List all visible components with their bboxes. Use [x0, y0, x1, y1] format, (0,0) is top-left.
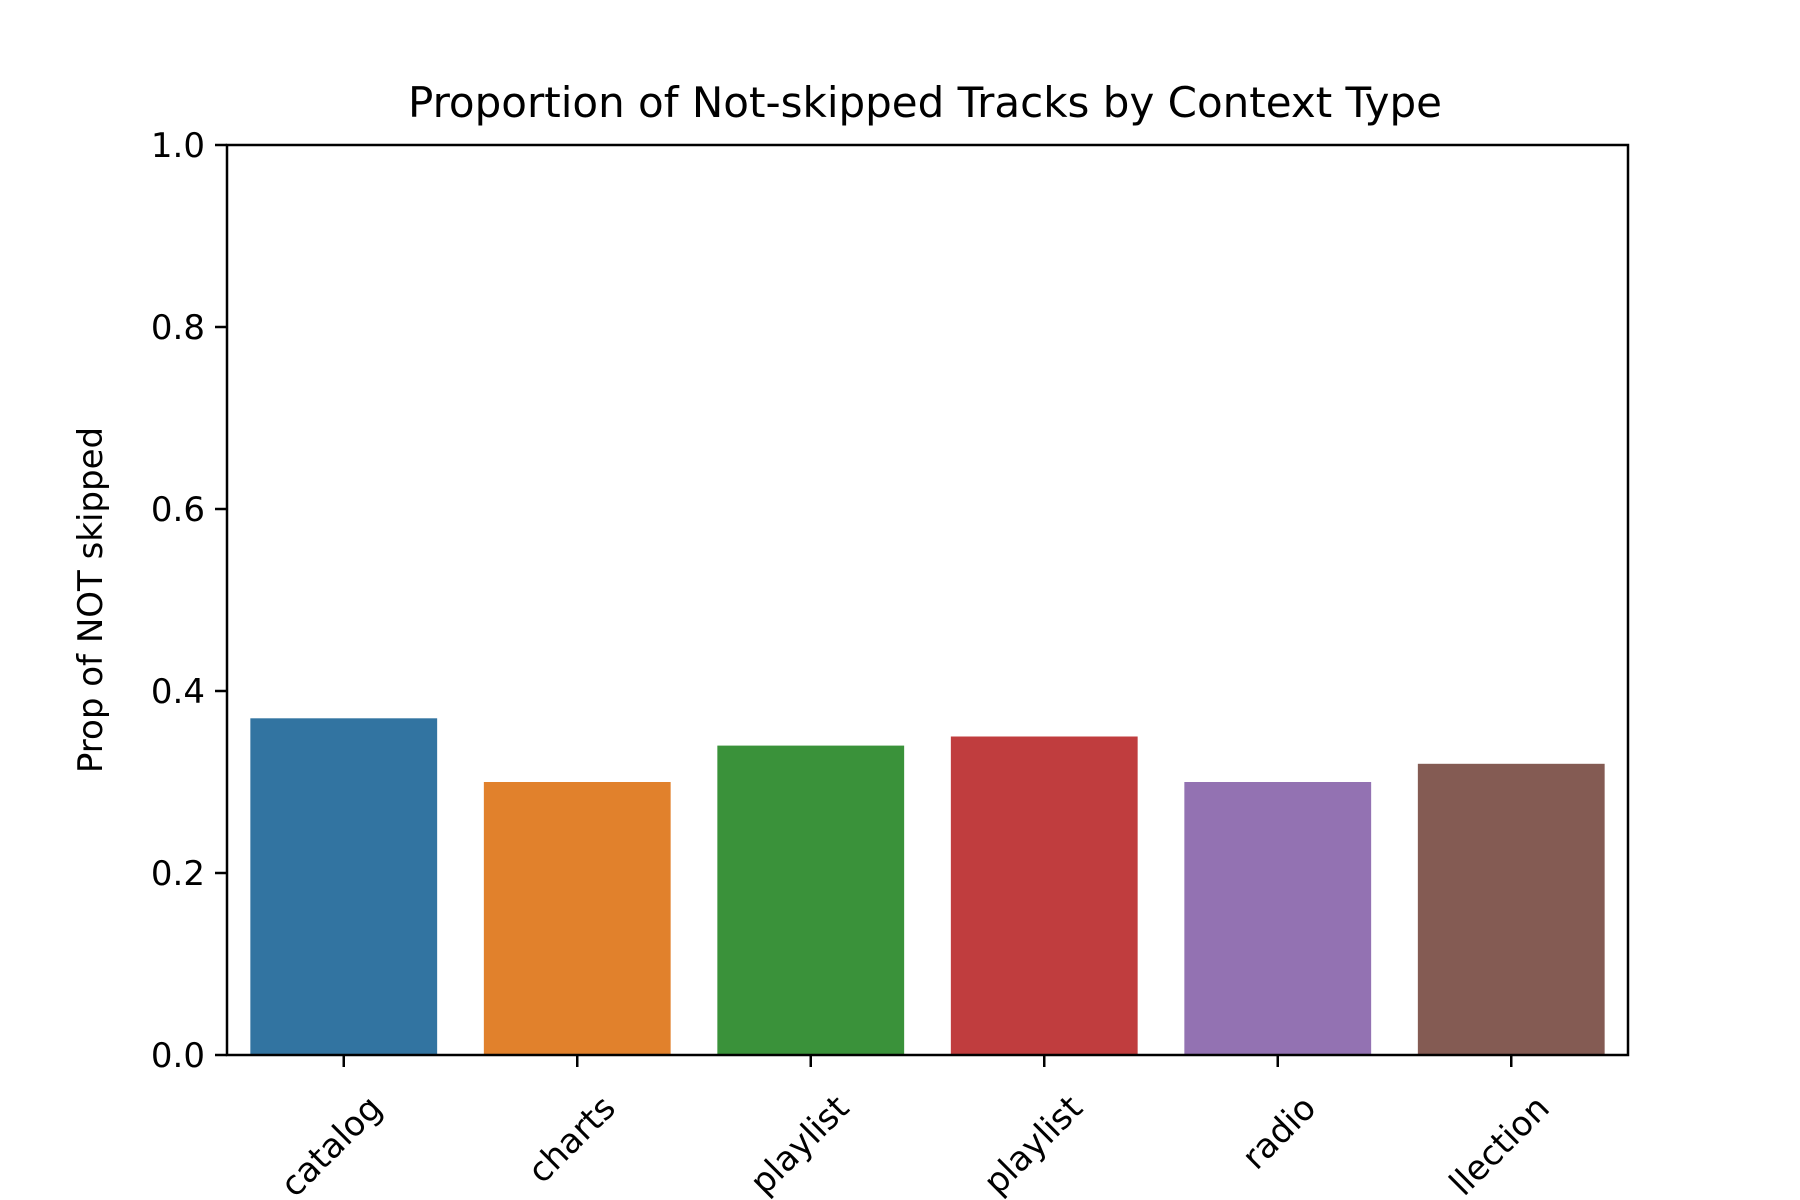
x-tick-label-2: playlist [743, 1088, 857, 1200]
y-tick-label-2: 0.4 [151, 672, 205, 712]
y-tick-label-5: 1.0 [151, 126, 205, 166]
x-tick-label-0: catalog [273, 1088, 390, 1200]
x-tick-label-3: playlist [976, 1088, 1090, 1200]
y-tick-label-0: 0.0 [151, 1036, 205, 1076]
y-tick-label-1: 0.2 [151, 854, 205, 894]
bar-1 [483, 782, 671, 1055]
y-tick-label-4: 0.8 [151, 308, 205, 348]
y-axis: 0.0 0.2 0.4 0.6 0.8 1.0 [151, 126, 227, 1076]
chart-title: Proportion of Not-skipped Tracks by Cont… [408, 78, 1442, 127]
x-tick-label-5: llection [1442, 1088, 1558, 1200]
bar-4 [1184, 782, 1372, 1055]
y-axis-label: Prop of NOT skipped [71, 427, 111, 773]
bar-5 [1417, 763, 1605, 1055]
bars-group [250, 718, 1605, 1055]
y-tick-label-3: 0.6 [151, 490, 205, 530]
plot-frame [225, 143, 1630, 1057]
x-tick-label-1: charts [520, 1088, 623, 1191]
x-tick-label-4: radio [1235, 1088, 1325, 1178]
bar-0 [250, 718, 438, 1055]
bar-3 [950, 736, 1138, 1055]
x-axis: catalog charts playlist playlist radio llecti… [273, 1055, 1558, 1200]
bar-2 [717, 745, 905, 1055]
